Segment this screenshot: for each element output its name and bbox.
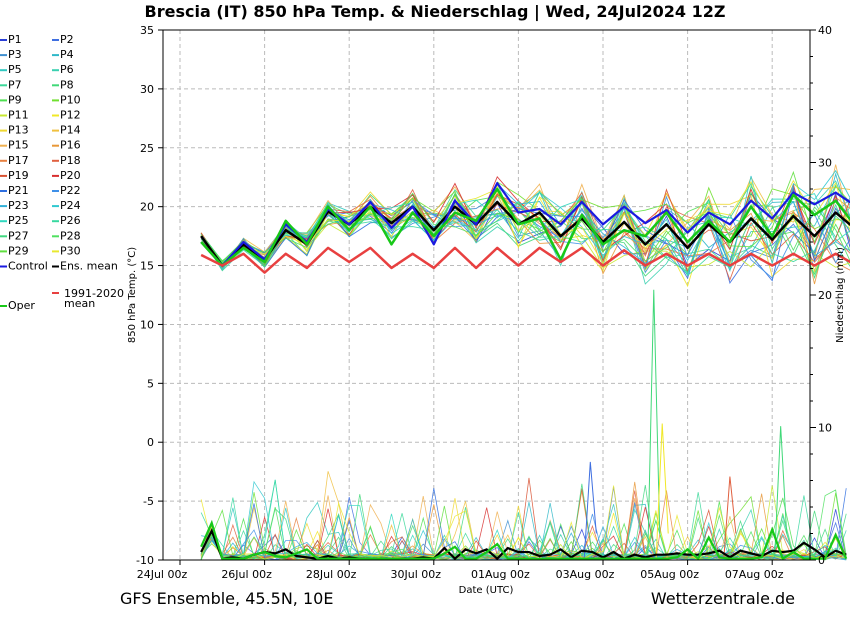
legend-label: P11 bbox=[8, 109, 29, 122]
legend-label: P9 bbox=[8, 93, 22, 106]
y-tick-label: 5 bbox=[147, 377, 154, 390]
legend-label: P5 bbox=[8, 63, 22, 76]
precip-series-line bbox=[200, 528, 847, 561]
y-tick-label: -10 bbox=[136, 554, 154, 567]
legend-label: P17 bbox=[8, 154, 29, 167]
precip-spike-line bbox=[583, 461, 597, 558]
y-axis-label: 850 hPa Temp. (°C) bbox=[127, 247, 138, 343]
legend-label: P26 bbox=[60, 214, 81, 227]
legend-label: P1 bbox=[8, 33, 22, 46]
member-temp-line bbox=[200, 192, 850, 262]
legend-label: Ens. mean bbox=[60, 260, 118, 273]
series-line bbox=[200, 187, 850, 267]
y-tick-label: 25 bbox=[140, 142, 154, 155]
precip-spike-line bbox=[655, 423, 669, 558]
chart-title: Brescia (IT) 850 hPa Temp. & Niederschla… bbox=[145, 2, 726, 22]
legend-label: P25 bbox=[8, 214, 29, 227]
series-line bbox=[200, 200, 850, 267]
precip-spike-line bbox=[774, 426, 788, 558]
x-tick-label: 03Aug 00z bbox=[556, 568, 615, 581]
ensemble-members bbox=[200, 164, 850, 561]
x-tick-label: 24Jul 00z bbox=[137, 568, 188, 581]
legend-label: P29 bbox=[8, 244, 29, 257]
y2-tick-label: 30 bbox=[818, 157, 832, 170]
x-tick-label: 30Jul 00z bbox=[391, 568, 442, 581]
y2-tick-label: 10 bbox=[818, 422, 832, 435]
y-tick-label: 10 bbox=[140, 318, 154, 331]
y-tick-label: 20 bbox=[140, 201, 154, 214]
x-axis-ticks: 24Jul 00z 26Jul 00z 28Jul 00z 30Jul 00z 01Au… bbox=[137, 560, 784, 581]
member-temp-line bbox=[200, 188, 850, 285]
x-tick-label: 28Jul 00z bbox=[306, 568, 357, 581]
legend-label: P6 bbox=[60, 63, 74, 76]
footer-left: GFS Ensemble, 45.5N, 10E bbox=[120, 589, 333, 608]
legend-label: P28 bbox=[60, 229, 81, 242]
main-series bbox=[200, 182, 850, 561]
x-tick-label: 01Aug 00z bbox=[471, 568, 530, 581]
y2-tick-label: 20 bbox=[818, 289, 832, 302]
legend-label: P22 bbox=[60, 184, 81, 197]
legend-label: P30 bbox=[60, 244, 81, 257]
legend-label: P15 bbox=[8, 139, 29, 152]
x-tick-label: 26Jul 00z bbox=[221, 568, 272, 581]
legend: P1 P2 P3 P4 P5 P6 P7 P8 P9 P10 P11 P12 P13 P14 P15 P16 P… bbox=[0, 33, 124, 312]
legend-label: P12 bbox=[60, 109, 81, 122]
precip-series-line bbox=[200, 519, 848, 561]
member-precip-line bbox=[200, 498, 847, 561]
legend-label: P16 bbox=[60, 139, 81, 152]
legend-label: P10 bbox=[60, 93, 81, 106]
y-tick-label: 15 bbox=[140, 260, 154, 273]
y2-tick-label: 40 bbox=[818, 24, 832, 37]
legend-label: P23 bbox=[8, 199, 29, 212]
legend-label: P24 bbox=[60, 199, 81, 212]
y-tick-label: -5 bbox=[143, 495, 154, 508]
y-tick-label: 30 bbox=[140, 83, 154, 96]
legend-label: P19 bbox=[8, 169, 29, 182]
legend-label: Control bbox=[8, 260, 48, 273]
legend-label: mean bbox=[64, 297, 95, 310]
x-tick-label: 07Aug 00z bbox=[725, 568, 784, 581]
precip-spike-line bbox=[647, 289, 661, 558]
legend-label: 1991-2020 bbox=[64, 287, 124, 300]
x-tick-label: 05Aug 00z bbox=[640, 568, 699, 581]
legend-label: P8 bbox=[60, 78, 74, 91]
legend-label: P14 bbox=[60, 124, 81, 137]
legend-label: P13 bbox=[8, 124, 29, 137]
legend-label: P7 bbox=[8, 78, 22, 91]
legend-label: P4 bbox=[60, 48, 74, 61]
series-line bbox=[200, 246, 850, 274]
legend-label: P27 bbox=[8, 229, 29, 242]
y2-tick-label: 0 bbox=[818, 554, 825, 567]
plot-frame bbox=[162, 29, 811, 561]
footer-right: Wetterzentrale.de bbox=[651, 589, 795, 608]
y2-axis-label: Niederschlag (mm) bbox=[835, 247, 846, 343]
y-axis-ticks: -10 -5 0 5 10 15 20 25 30 35 bbox=[136, 24, 163, 567]
legend-label: P18 bbox=[60, 154, 81, 167]
precip-spike-line bbox=[723, 476, 737, 558]
grid bbox=[163, 29, 810, 561]
y-tick-label: 35 bbox=[140, 24, 154, 37]
y2-axis-ticks: 0 10 20 30 40 bbox=[810, 24, 832, 567]
y-tick-label: 0 bbox=[147, 436, 154, 449]
legend-label: Oper bbox=[8, 299, 35, 312]
legend-label: P20 bbox=[60, 169, 81, 182]
legend-label: P3 bbox=[8, 48, 22, 61]
legend-label: P21 bbox=[8, 184, 29, 197]
x-axis-label: Date (UTC) bbox=[459, 585, 514, 596]
legend-label: P2 bbox=[60, 33, 74, 46]
